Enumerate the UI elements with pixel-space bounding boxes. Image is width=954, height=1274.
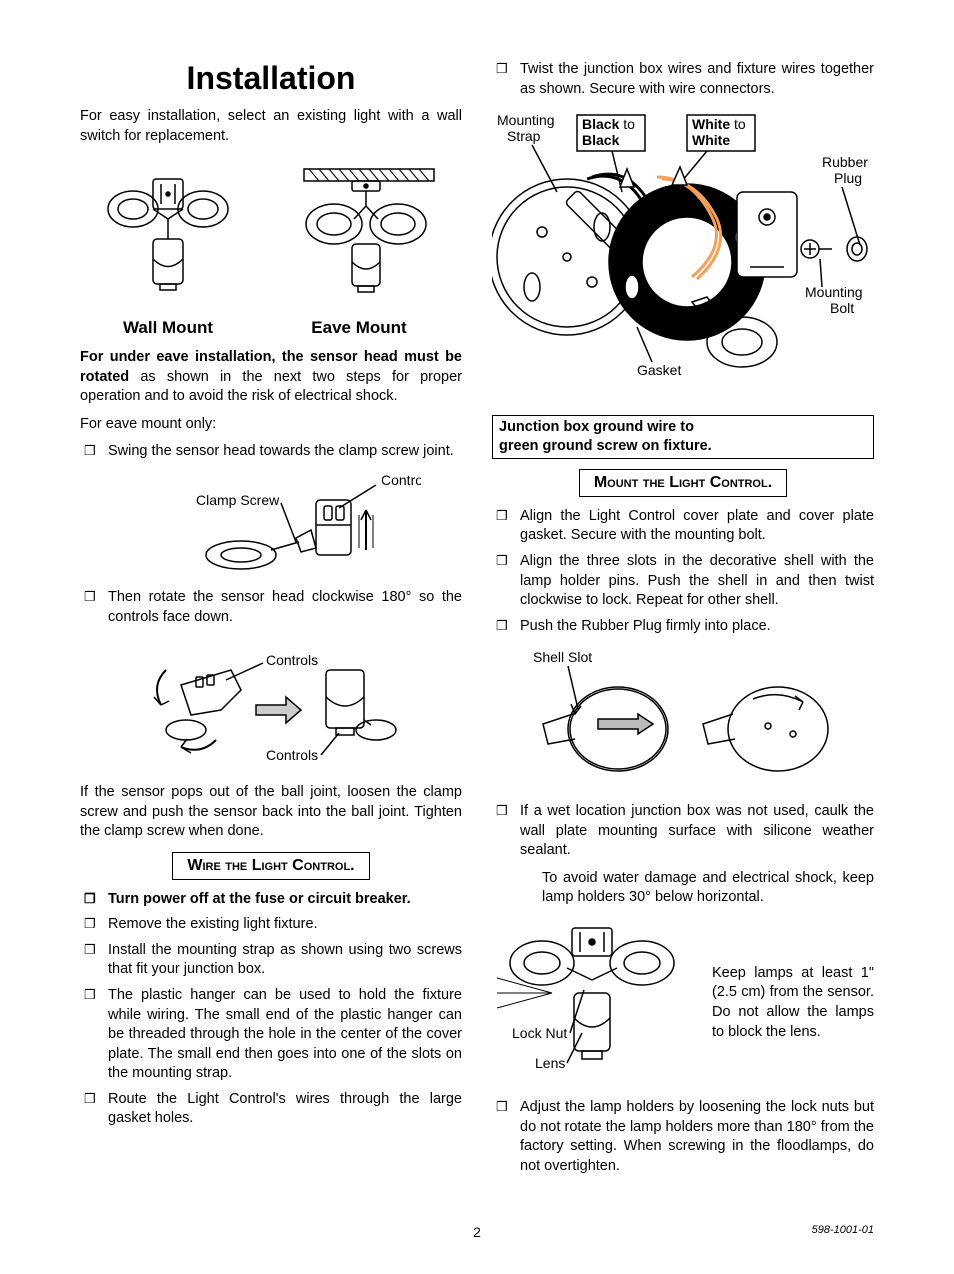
wall-mount-label: Wall Mount — [98, 318, 238, 338]
shell-slot-label: Shell Slot — [533, 649, 592, 665]
wire-steps-list: Turn power off at the fuse or circuit br… — [80, 890, 462, 1129]
mount-step-3: Push the Rubber Plug firmly into place. — [492, 617, 874, 637]
clamp-screw-label: Clamp Screw — [196, 492, 280, 508]
wire-section-heading: Wire the Light Control. — [172, 852, 369, 880]
rotate-sensor-figure: Controls Controls — [121, 635, 421, 775]
col2-step-1: Twist the junction box wires and fixture… — [492, 60, 874, 99]
svg-text:White: White — [692, 132, 730, 148]
mount-step-1: Align the Light Control cover plate and … — [492, 507, 874, 546]
lock-nut-label: Lock Nut — [512, 1025, 567, 1041]
svg-text:Black: Black — [582, 132, 620, 148]
mount-caption-row: Wall Mount Eave Mount — [80, 316, 462, 348]
keep-lamps-note: Keep lamps at least 1" (2.5 cm) from the… — [712, 964, 874, 1042]
page-footer: 2 598-1001-01 — [80, 1224, 874, 1244]
wire-step-2: Remove the existing light fixture. — [80, 915, 462, 935]
left-column: Installation For easy installation, sele… — [80, 60, 462, 1184]
col2-step1-list: Twist the junction box wires and fixture… — [492, 60, 874, 99]
svg-text:White to: White to — [692, 116, 746, 132]
controls-label-bottom: Controls — [266, 747, 318, 763]
wiring-diagram: Mounting Strap Black to Black White to W… — [492, 107, 887, 407]
eave-mount-figure — [274, 164, 444, 304]
wire-step-3: Install the mounting strap as shown usin… — [80, 941, 462, 980]
mounting-bolt-label: Mounting — [805, 284, 863, 300]
rubber-plug-label: Rubber — [822, 154, 868, 170]
mount-figures-row — [80, 156, 462, 312]
caulk-step: If a wet location junction box was not u… — [492, 802, 874, 861]
mount-step-2: Align the three slots in the decorative … — [492, 552, 874, 611]
lens-label: Lens — [535, 1055, 565, 1071]
caulk-step-list: If a wet location junction box was not u… — [492, 802, 874, 861]
mount-steps-list: Align the Light Control cover plate and … — [492, 507, 874, 636]
clamp-screw-figure: Controls Clamp Screw — [121, 470, 421, 580]
svg-text:Plug: Plug — [834, 170, 862, 186]
eave-steps-list: Swing the sensor head towards the clamp … — [80, 442, 462, 462]
final-mount-figure: Lock Nut Lens — [492, 918, 702, 1088]
eave-only-heading: For eave mount only: — [80, 415, 462, 435]
eave-mount-label: Eave Mount — [274, 318, 444, 338]
page-number: 2 — [473, 1224, 481, 1240]
controls-label-top: Controls — [266, 652, 318, 668]
eave-pop-note: If the sensor pops out of the ball joint… — [80, 783, 462, 842]
page-title: Installation — [80, 60, 462, 97]
gasket-label: Gasket — [637, 362, 681, 378]
eave-note-rest: as shown in the next two steps for prope… — [80, 369, 462, 405]
ground-wire-note: Junction box ground wire togreen ground … — [492, 415, 874, 459]
eave-steps-list-2: Then rotate the sensor head clockwise 18… — [80, 588, 462, 627]
shell-slot-figure: Shell Slot — [503, 644, 863, 794]
svg-text:Bolt: Bolt — [830, 300, 854, 316]
wall-mount-figure — [98, 164, 238, 304]
mount-section-heading: Mount the Light Control. — [579, 469, 787, 497]
wire-step-4: The plastic hanger can be used to hold t… — [80, 986, 462, 1084]
intro-text: For easy installation, select an existin… — [80, 107, 462, 146]
svg-text:Black to: Black to — [582, 116, 635, 132]
controls-label-1: Controls — [381, 472, 421, 488]
svg-text:Strap: Strap — [507, 128, 541, 144]
wire-step-1: Turn power off at the fuse or circuit br… — [80, 890, 462, 910]
right-column: Twist the junction box wires and fixture… — [492, 60, 874, 1184]
water-damage-note: To avoid water damage and electrical sho… — [492, 869, 874, 908]
mounting-strap-label: Mounting — [497, 112, 555, 128]
final-figure-row: Lock Nut Lens Keep lamps at least 1" (2.… — [492, 918, 874, 1088]
eave-note: For under eave installation, the sensor … — [80, 348, 462, 407]
adjust-step: Adjust the lamp holders by loosening the… — [492, 1098, 874, 1176]
adjust-step-list: Adjust the lamp holders by loosening the… — [492, 1098, 874, 1176]
eave-step-1: Swing the sensor head towards the clamp … — [80, 442, 462, 462]
wire-step-5: Route the Light Control's wires through … — [80, 1090, 462, 1129]
eave-step-2: Then rotate the sensor head clockwise 18… — [80, 588, 462, 627]
